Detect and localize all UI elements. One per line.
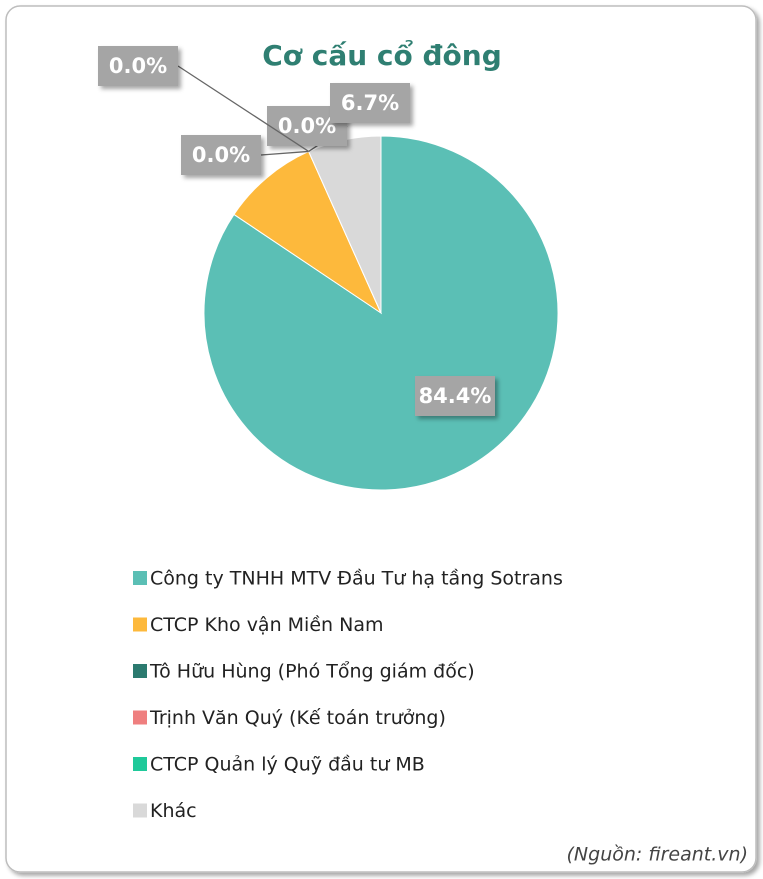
legend-swatch — [133, 617, 147, 632]
label-box — [181, 135, 261, 175]
legend-swatch — [133, 710, 147, 725]
legend-swatch — [133, 664, 147, 678]
data-label: 0.0% — [109, 54, 167, 78]
legend-label: Công ty TNHH MTV Đầu Tư hạ tầng Sotrans — [150, 568, 563, 590]
leader-line — [260, 150, 309, 156]
pie-slice — [233, 150, 383, 315]
label-box — [330, 83, 410, 123]
data-label: 0.0% — [278, 114, 336, 138]
legend-label: Tô Hữu Hùng (Phó Tổng giám đốc) — [149, 661, 475, 683]
leader-line — [177, 65, 310, 152]
data-label: 0.0% — [192, 143, 250, 167]
source: (Nguồn: fireant.vn) — [567, 844, 748, 866]
legend-swatch — [133, 757, 147, 771]
data-label: 84.4% — [419, 384, 492, 408]
legend-label: Trịnh Văn Quý (Kế toán trưởng) — [149, 707, 446, 729]
label-box — [415, 376, 495, 416]
legend-label: CTCP Quản lý Quỹ đầu tư MB — [150, 754, 425, 776]
legend-swatch — [133, 803, 147, 818]
label-box — [98, 46, 178, 86]
legend-swatch — [133, 571, 147, 585]
legend-label: Khác — [150, 800, 197, 822]
data-label: 6.7% — [341, 91, 399, 115]
chart-title: Cơ cấu cổ đông — [262, 38, 502, 72]
legend-label: CTCP Kho vận Miền Nam — [150, 614, 383, 636]
